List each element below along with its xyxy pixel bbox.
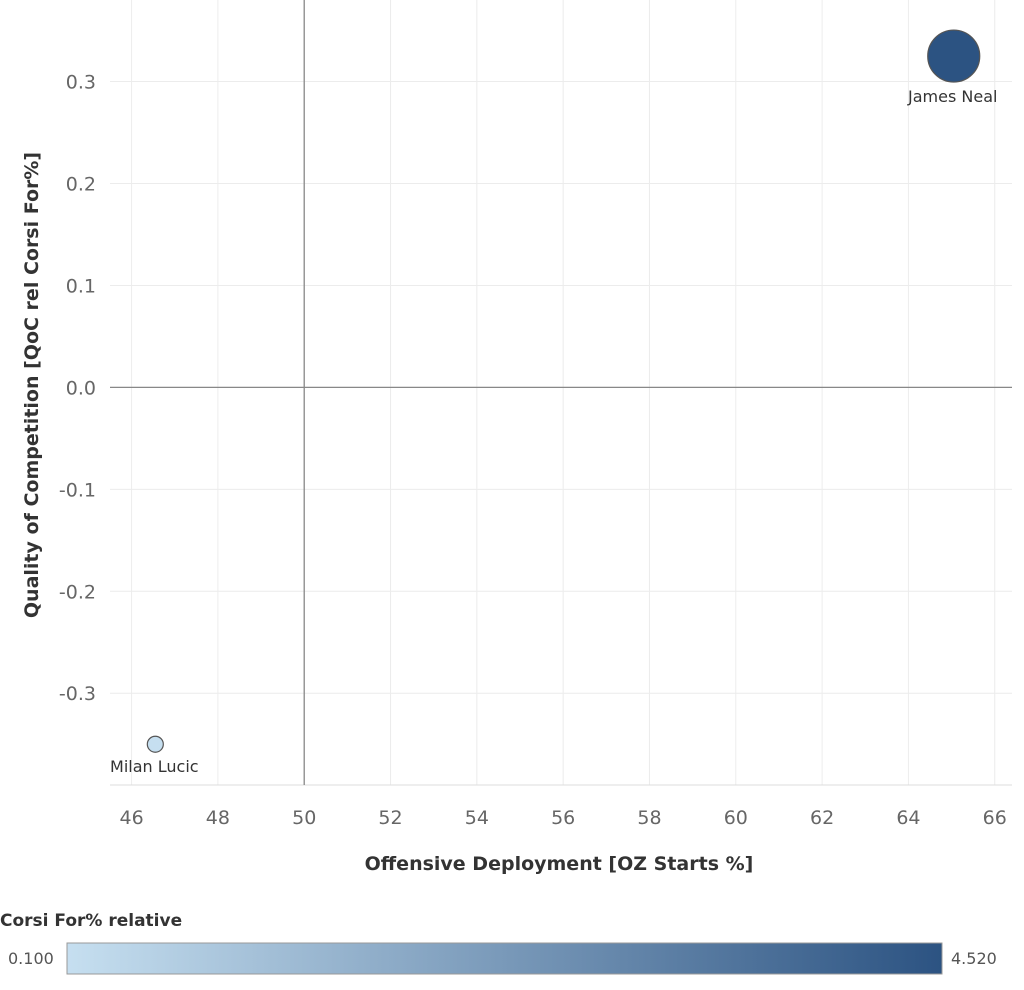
x-tick-label: 52	[378, 807, 402, 829]
x-tick-label: 62	[810, 807, 834, 829]
x-tick-label: 54	[465, 807, 489, 829]
x-tick-label: 46	[119, 807, 143, 829]
reference-lines	[110, 0, 1012, 785]
data-point	[146, 735, 164, 753]
y-tick-label: 0.0	[66, 377, 96, 399]
tick-labels: 46 48 50 52 54 56 58 60 62 64 66 -0.3 -0.2 -0.1 0.0 0.1…	[59, 72, 1007, 829]
y-axis-title: Quality of Competition [QoC rel Corsi Fo…	[21, 152, 43, 618]
legend-color-ramp	[66, 942, 943, 975]
color-legend: Corsi For% relative 0.100 4.520	[0, 911, 997, 975]
x-tick-label: 56	[551, 807, 575, 829]
x-tick-label: 60	[724, 807, 748, 829]
x-tick-label: 66	[983, 807, 1007, 829]
y-tick-label: -0.2	[59, 581, 96, 603]
data-point	[927, 29, 981, 83]
x-tick-label: 64	[896, 807, 920, 829]
y-tick-label: 0.1	[66, 275, 96, 297]
grid-lines	[110, 0, 1012, 786]
x-tick-label: 50	[292, 807, 316, 829]
legend-min-label: 0.100	[8, 949, 54, 968]
y-tick-label: 0.2	[66, 174, 96, 196]
x-tick-label: 58	[637, 807, 661, 829]
legend-max-label: 4.520	[951, 949, 997, 968]
point-label: Milan Lucic	[110, 757, 199, 776]
y-tick-label: -0.3	[59, 683, 96, 705]
x-tick-label: 48	[206, 807, 230, 829]
legend-title: Corsi For% relative	[0, 911, 182, 931]
x-axis-title: Offensive Deployment [OZ Starts %]	[365, 853, 754, 875]
y-tick-label: 0.3	[66, 72, 96, 94]
y-tick-label: -0.1	[59, 479, 96, 501]
point-label: James Neal	[907, 87, 997, 106]
data-points: James Neal Milan Lucic	[110, 29, 997, 776]
